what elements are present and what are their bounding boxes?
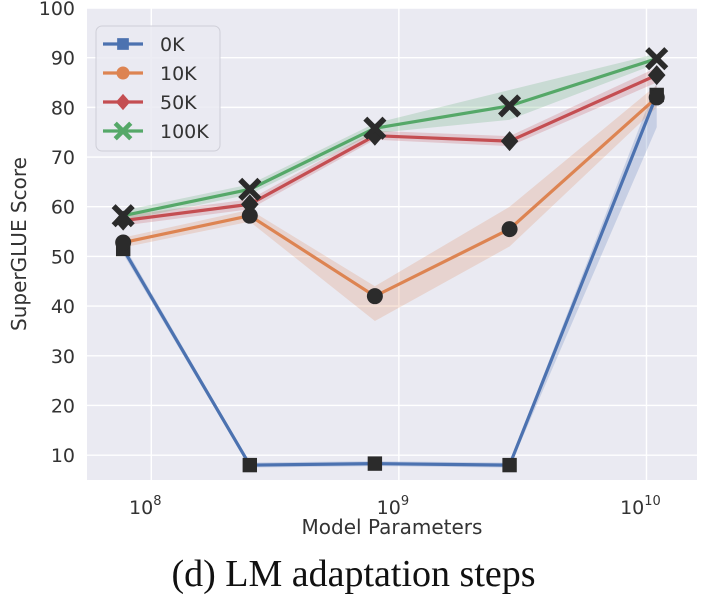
point-10K xyxy=(241,207,258,224)
y-tick-label: 10 xyxy=(51,445,75,467)
y-tick-label: 70 xyxy=(51,147,75,169)
y-axis-label: SuperGLUE Score xyxy=(7,157,31,331)
point-50K xyxy=(114,210,132,231)
point-100K xyxy=(238,177,262,201)
y-tick-label: 60 xyxy=(51,197,75,219)
point-50K xyxy=(500,131,519,152)
confidence-bands xyxy=(123,53,657,468)
x-tick-label: 1010 xyxy=(620,494,661,519)
point-50K xyxy=(241,194,259,215)
point-10K xyxy=(648,89,665,106)
x-tick-label: 108 xyxy=(129,494,161,519)
legend-label-10K: 10K xyxy=(160,63,197,85)
y-tick-label: 50 xyxy=(51,246,75,268)
point-100K xyxy=(498,94,522,118)
band-100K xyxy=(123,53,657,221)
point-10K xyxy=(501,221,518,238)
x-tick-label: 109 xyxy=(377,494,409,519)
band-10K xyxy=(123,85,657,322)
y-tick-label: 30 xyxy=(51,346,75,368)
point-50K xyxy=(647,65,666,86)
y-tick-label: 80 xyxy=(51,97,75,119)
legend-label-50K: 50K xyxy=(160,92,197,114)
x-tick-labels: 108 109 1010 xyxy=(129,494,661,519)
legend-marker-10K xyxy=(116,66,130,80)
point-50K xyxy=(366,125,384,146)
chart-svg: 10 20 30 40 50 60 70 80 90 100 108 109 1010 Model P… xyxy=(7,0,697,539)
band-50K xyxy=(123,67,657,226)
point-100K xyxy=(363,116,387,140)
point-100K xyxy=(111,204,135,228)
legend-box xyxy=(95,25,221,152)
y-tick-label: 90 xyxy=(51,48,75,70)
data-markers xyxy=(111,47,669,473)
legend-marker-100K xyxy=(113,121,133,141)
y-tick-label: 100 xyxy=(39,0,75,20)
legend-label-100K: 100K xyxy=(160,121,209,143)
legend-marker-50K xyxy=(115,93,131,111)
point-0K xyxy=(502,457,517,473)
legend-label-0K: 0K xyxy=(160,34,185,56)
point-10K xyxy=(366,288,383,305)
point-0K xyxy=(367,456,383,471)
legend-marker-0K xyxy=(117,38,129,50)
x-axis-label: Model Parameters xyxy=(302,515,483,539)
figure-caption: (d) LM adaptation steps xyxy=(171,553,536,595)
point-100K xyxy=(645,47,669,71)
legend: 0K 10K 50K 100K xyxy=(95,25,221,152)
point-10K xyxy=(115,234,132,251)
point-0K xyxy=(242,457,258,473)
y-tick-labels: 10 20 30 40 50 60 70 80 90 100 xyxy=(39,0,75,467)
y-tick-label: 20 xyxy=(51,395,75,417)
y-tick-label: 40 xyxy=(51,296,75,318)
